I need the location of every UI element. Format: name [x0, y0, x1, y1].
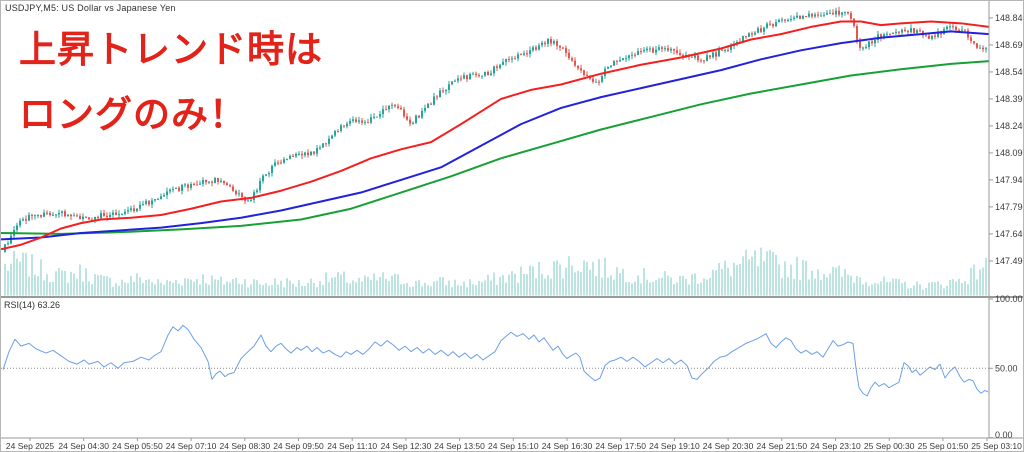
price-axis-label: 148.240	[995, 121, 1024, 131]
time-axis-label: 24 Sep 19:10	[649, 441, 700, 451]
time-axis-label: 24 Sep 20:30	[703, 441, 754, 451]
time-axis-label: 24 Sep 12:30	[381, 441, 432, 451]
rsi-line	[2, 324, 989, 397]
time-axis-label: 24 Sep 11:10	[327, 441, 377, 451]
price-axis-label: 147.790	[995, 202, 1024, 212]
time-axis-label: 24 Sep 08:30	[220, 441, 271, 451]
rsi-axis-label: 0.00	[995, 430, 1013, 440]
axes	[1, 1, 1023, 439]
time-axis-label: 24 Sep 04:30	[58, 441, 109, 451]
price-axis-label: 148.090	[995, 148, 1024, 158]
time-axis-label: 24 Sep 16:30	[542, 441, 593, 451]
rsi-axis-label: 100.00	[995, 294, 1023, 304]
time-axis-label: 24 Sep 15:10	[488, 441, 539, 451]
price-axis-label: 147.490	[995, 256, 1024, 266]
rsi-axis-label: 50.00	[995, 363, 1018, 373]
time-axis-label: 25 Sep 00:30	[864, 441, 915, 451]
time-axis-label: 24 Sep 09:50	[273, 441, 324, 451]
price-axis-label: 147.640	[995, 229, 1024, 239]
price-axis-label: 147.940	[995, 175, 1024, 185]
price-axis-label: 148.840	[995, 13, 1024, 23]
time-axis-label: 25 Sep 01:50	[918, 441, 969, 451]
time-axis-label: 24 Sep 13:50	[434, 441, 485, 451]
volume-bars	[4, 247, 987, 296]
time-axis-label: 24 Sep 21:50	[757, 441, 808, 451]
price-axis-label: 148.690	[995, 40, 1024, 50]
candlesticks	[4, 6, 987, 253]
ma-slow-green	[1, 60, 990, 235]
ma-mid-blue	[1, 30, 990, 241]
time-axis-label: 25 Sep 03:10	[971, 441, 1022, 451]
ma-fast-red	[1, 20, 990, 251]
price-axis[interactable]: 148.840 148.690 148.540 148.390 148.240 148.0…	[989, 13, 1024, 440]
time-axis-label: 24 Sep 05:50	[112, 441, 163, 451]
time-axis-label: 24 Sep 17:50	[595, 441, 646, 451]
time-axis-label: 24 Sep 23:10	[810, 441, 861, 451]
time-axis[interactable]: 24 Sep 2025 24 Sep 04:30 24 Sep 05:50 24 Se…	[6, 438, 1022, 451]
price-axis-label: 148.390	[995, 94, 1024, 104]
time-axis-label: 24 Sep 07:10	[166, 441, 217, 451]
price-axis-label: 148.540	[995, 67, 1024, 77]
time-axis-label: 24 Sep 2025	[6, 441, 54, 451]
